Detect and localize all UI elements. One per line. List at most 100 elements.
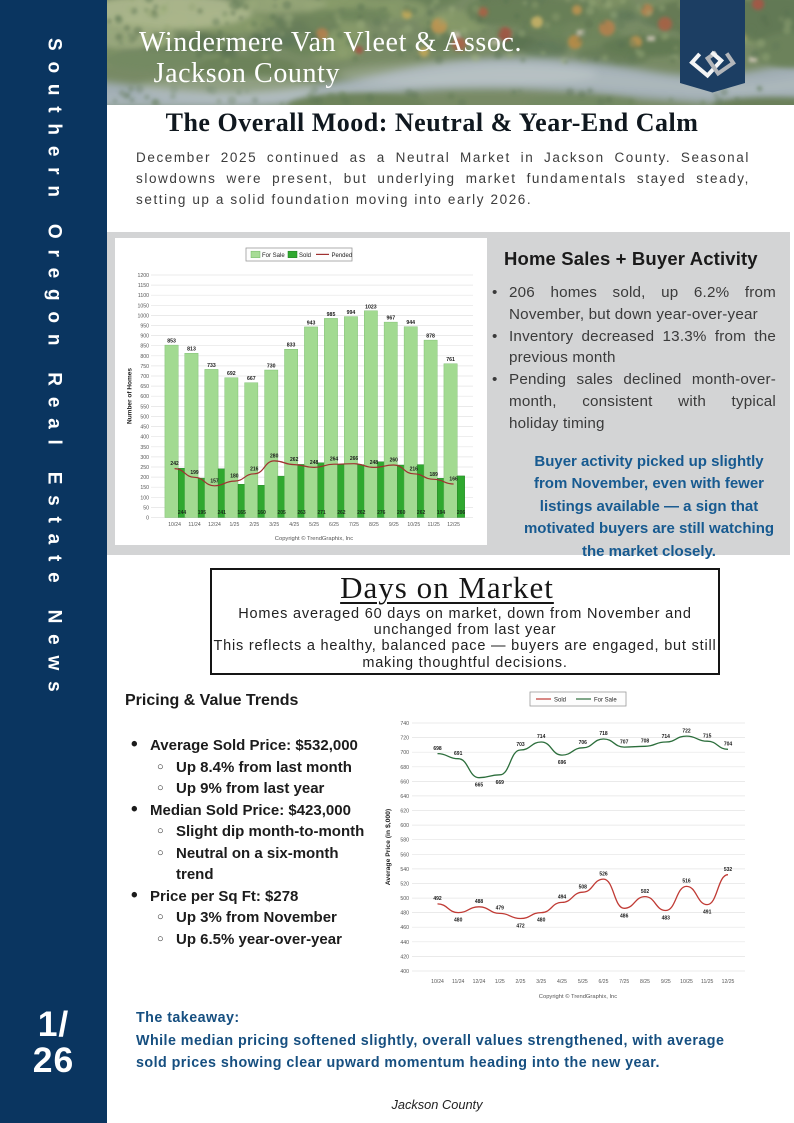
svg-text:206: 206 [457,510,466,516]
svg-text:480: 480 [537,918,546,924]
svg-text:9/25: 9/25 [661,979,671,985]
svg-text:460: 460 [400,925,409,931]
svg-text:700: 700 [400,750,409,756]
svg-text:11/24: 11/24 [452,979,465,985]
svg-text:10/25: 10/25 [407,522,420,528]
svg-text:718: 718 [599,731,608,737]
svg-text:620: 620 [400,809,409,815]
svg-text:985: 985 [327,312,336,318]
svg-text:Number of Homes: Number of Homes [127,368,134,424]
svg-text:483: 483 [662,916,671,922]
svg-text:12/24: 12/24 [208,522,221,528]
svg-text:508: 508 [579,884,588,890]
svg-text:706: 706 [579,740,588,746]
svg-text:Sold: Sold [554,698,566,704]
svg-text:494: 494 [558,895,567,901]
svg-text:241: 241 [218,510,227,516]
svg-text:722: 722 [682,728,691,734]
svg-text:640: 640 [400,794,409,800]
svg-text:526: 526 [599,871,608,877]
svg-text:833: 833 [287,343,296,349]
svg-text:698: 698 [433,746,442,752]
svg-text:50: 50 [143,505,149,511]
svg-text:262: 262 [290,457,299,463]
svg-text:943: 943 [307,320,316,326]
svg-text:700: 700 [140,374,149,380]
svg-text:7/25: 7/25 [349,522,359,528]
svg-text:708: 708 [641,739,650,745]
svg-text:For Sale: For Sale [262,253,285,259]
svg-text:492: 492 [433,896,442,902]
svg-text:10/24: 10/24 [168,522,181,528]
svg-text:1/25: 1/25 [229,522,239,528]
svg-text:704: 704 [724,742,733,748]
svg-text:5/25: 5/25 [578,979,588,985]
svg-text:540: 540 [400,867,409,873]
svg-text:244: 244 [178,510,187,516]
svg-text:420: 420 [400,954,409,960]
svg-text:500: 500 [400,896,409,902]
svg-text:242: 242 [170,461,179,467]
svg-text:1000: 1000 [137,313,149,319]
svg-text:733: 733 [207,363,216,369]
svg-text:Pended: Pended [332,253,353,259]
svg-text:650: 650 [140,384,149,390]
svg-text:750: 750 [140,364,149,370]
svg-text:157: 157 [210,478,219,484]
svg-text:994: 994 [347,310,356,316]
svg-text:878: 878 [426,334,435,340]
svg-text:350: 350 [140,445,149,451]
svg-text:1050: 1050 [137,303,149,309]
svg-text:180: 180 [230,474,239,480]
svg-text:195: 195 [198,510,207,516]
svg-text:250: 250 [140,465,149,471]
svg-text:2/25: 2/25 [516,979,526,985]
svg-text:6/25: 6/25 [329,522,339,528]
svg-text:194: 194 [437,510,446,516]
svg-text:Copyright © TrendGraphix, Inc: Copyright © TrendGraphix, Inc [275,535,353,542]
svg-text:264: 264 [330,457,339,463]
svg-text:703: 703 [516,742,525,748]
svg-text:850: 850 [140,344,149,350]
svg-text:216: 216 [410,466,419,472]
svg-text:486: 486 [620,913,629,919]
svg-text:200: 200 [140,475,149,481]
svg-text:165: 165 [238,510,247,516]
svg-text:3/25: 3/25 [269,522,279,528]
svg-text:276: 276 [377,510,386,516]
svg-text:560: 560 [400,852,409,858]
svg-text:479: 479 [496,906,505,912]
svg-text:4/25: 4/25 [557,979,567,985]
svg-text:11/25: 11/25 [428,522,441,528]
svg-text:1200: 1200 [137,273,149,279]
svg-text:691: 691 [454,751,463,757]
svg-text:189: 189 [430,472,439,478]
svg-text:6/25: 6/25 [599,979,609,985]
svg-text:714: 714 [662,734,671,740]
svg-text:100: 100 [140,495,149,501]
svg-text:166: 166 [449,477,458,483]
svg-text:488: 488 [475,899,484,905]
svg-text:900: 900 [140,334,149,340]
svg-text:669: 669 [496,780,505,786]
svg-text:266: 266 [350,456,359,462]
svg-text:12/24: 12/24 [473,979,486,985]
svg-text:1100: 1100 [138,293,149,299]
svg-text:450: 450 [140,425,149,431]
svg-text:740: 740 [400,721,409,727]
svg-text:262: 262 [337,510,346,516]
svg-text:Sold: Sold [299,253,311,259]
svg-text:9/25: 9/25 [389,522,399,528]
svg-text:730: 730 [267,364,276,370]
svg-text:271: 271 [317,510,326,516]
svg-text:761: 761 [446,357,455,363]
svg-text:For Sale: For Sale [594,698,617,704]
svg-text:720: 720 [400,736,409,742]
svg-text:199: 199 [190,470,199,476]
svg-text:480: 480 [400,911,409,917]
svg-text:150: 150 [140,485,149,491]
svg-text:550: 550 [140,404,149,410]
svg-text:667: 667 [247,376,256,382]
svg-text:800: 800 [140,354,149,360]
svg-text:0: 0 [146,516,149,522]
